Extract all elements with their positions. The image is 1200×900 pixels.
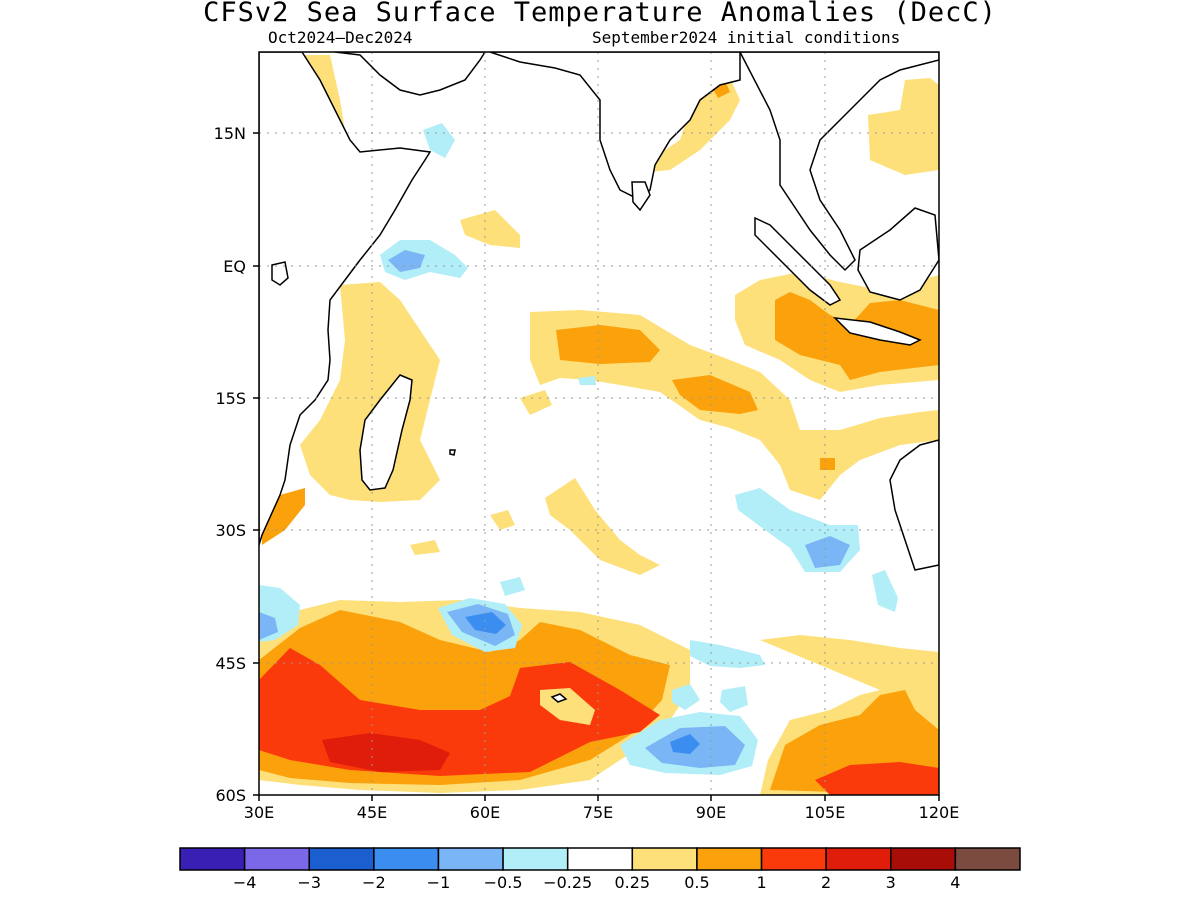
arabia-coastline	[334, 52, 486, 96]
lat-label: 60S	[215, 786, 246, 805]
tick-marks	[253, 132, 940, 801]
lon-axis-labels: 30E 45E 60E 75E 90E 105E 120E	[244, 803, 960, 822]
forecast-period: Oct2024–Dec2024	[268, 28, 413, 47]
lat-label: 45S	[215, 654, 246, 673]
anomaly-region-bay-of-bengal	[650, 78, 740, 172]
lat-label: 15S	[215, 389, 246, 408]
lon-label: 105E	[805, 803, 846, 822]
lat-label: 15N	[214, 124, 246, 143]
colorbar-swatch	[308, 847, 375, 871]
grid-lines	[259, 52, 939, 795]
sri-lanka-coastline	[631, 181, 651, 212]
anomaly-region-cold-105e	[872, 570, 898, 612]
colorbar-swatch	[954, 847, 1021, 871]
australia-coastline	[889, 439, 939, 571]
anomaly-region-central-1b	[672, 375, 758, 414]
colorbar-level-label: 4	[950, 873, 960, 892]
colorbar-swatch	[631, 847, 698, 871]
lat-label: 30S	[215, 521, 246, 540]
plot-frame	[258, 51, 940, 796]
lon-label: 120E	[919, 803, 960, 822]
colorbar-swatch	[825, 847, 892, 871]
colorbar-level-label: 2	[821, 873, 831, 892]
java-coastline	[832, 317, 922, 346]
anomaly-region-cold-sw-inner	[259, 612, 278, 640]
anomaly-region-cold-small1	[672, 684, 700, 710]
anomaly-region-east-africa	[300, 282, 440, 502]
colorbar-level-label: −0.5	[484, 873, 523, 892]
anomaly-region-mozambique-1	[262, 488, 305, 545]
colorbar-level-label: −4	[233, 873, 257, 892]
lat-axis-labels: 15N EQ 15S 30S 45S 60S	[214, 124, 246, 805]
anomaly-fields	[259, 55, 939, 795]
anomaly-region-small-cold2	[578, 376, 596, 385]
lon-label: 45E	[357, 803, 387, 822]
lon-label: 75E	[583, 803, 613, 822]
colorbar-level-label: 0.25	[614, 873, 650, 892]
colorbar-level-label: 0.5	[684, 873, 709, 892]
sumatra-coastline	[754, 216, 842, 306]
colorbar-swatch	[566, 847, 634, 871]
lat-label: EQ	[223, 257, 246, 276]
southeast-asia-coastline	[739, 52, 939, 272]
anomaly-region-cold-small2	[720, 686, 748, 712]
borneo-coastline	[857, 207, 939, 301]
colorbar-level-label: 1	[756, 873, 766, 892]
anomaly-region-small-warm3	[410, 540, 440, 555]
kerguelen-outline	[550, 693, 568, 703]
anomaly-region-central-south	[545, 478, 660, 575]
anomaly-region-mc-1b	[820, 458, 835, 470]
anomaly-region-central-1a	[556, 325, 660, 364]
colorbar-level-label: −0.25	[543, 873, 592, 892]
mauritius-outline	[449, 449, 456, 456]
lon-label: 30E	[244, 803, 274, 822]
initial-conditions: September2024 initial conditions	[592, 28, 901, 47]
anomaly-region-small-cold1	[500, 577, 525, 596]
anomaly-region-cold-88e-core	[670, 734, 700, 754]
anomaly-region-south-china-sea	[868, 78, 939, 175]
lon-label: 90E	[696, 803, 726, 822]
colorbar-swatch	[502, 847, 569, 871]
chart-title: CFSv2 Sea Surface Temperature Anomalies …	[203, 0, 997, 28]
colorbar-boxes	[179, 847, 1021, 871]
colorbar-swatch	[243, 847, 310, 871]
seychelles-outline	[271, 261, 289, 286]
anomaly-region-cold-eq-inner	[388, 250, 425, 272]
anomaly-region-sw-3	[322, 733, 450, 772]
colorbar-level-label: −3	[297, 873, 321, 892]
colorbar-swatch	[179, 847, 246, 871]
coastlines	[259, 52, 939, 703]
anomaly-region-small-warm2	[520, 390, 552, 415]
lon-label: 60E	[470, 803, 500, 822]
colorbar-swatch	[890, 847, 957, 871]
anomaly-region-cold-100e-inner	[805, 536, 850, 568]
colorbar-swatch	[437, 847, 504, 871]
anomaly-region-mc-1	[775, 292, 939, 380]
anomaly-region-se-2	[815, 762, 939, 795]
anomaly-region-cold-88e-west	[690, 640, 765, 668]
africa-coastline	[259, 52, 432, 546]
madagascar-coastline	[359, 374, 413, 491]
colorbar-level-label: −2	[362, 873, 386, 892]
anomaly-region-small-warm1	[490, 510, 515, 530]
colorbar-level-label: −1	[427, 873, 451, 892]
colorbar-swatch	[373, 847, 440, 871]
colorbar-swatch	[760, 847, 827, 871]
colorbar-swatch	[696, 847, 763, 871]
anomaly-region-cold-60e-core	[465, 612, 506, 634]
colorbar-level-label: 3	[886, 873, 896, 892]
colorbar-labels: −4 −3 −2 −1 −0.5 −0.25 0.25 0.5 1 2 3 4	[233, 873, 961, 892]
anomaly-region-cold-arabian	[423, 123, 455, 158]
anomaly-region-arabian-sea	[460, 210, 520, 248]
